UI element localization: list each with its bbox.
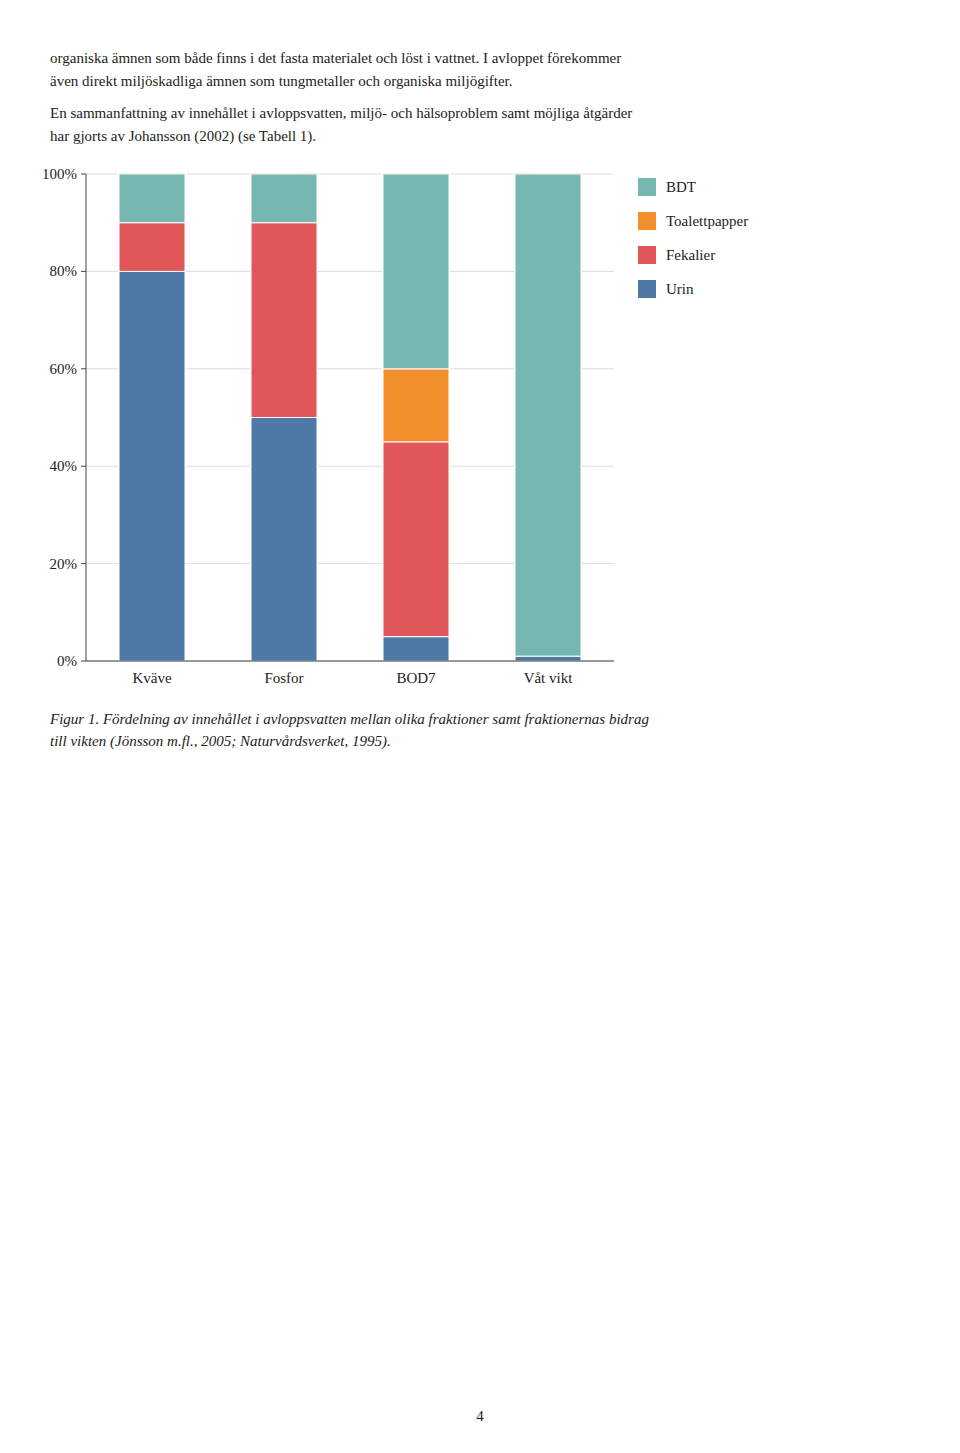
body-text: organiska ämnen som både finns i det fas…	[50, 50, 621, 66]
figure-caption: Figur 1. Fördelning av innehållet i avlo…	[49, 711, 649, 727]
x-tick-label: Fosfor	[264, 670, 303, 686]
y-tick-label: 80%	[50, 263, 78, 279]
y-tick	[81, 174, 86, 175]
bar-segment	[119, 223, 185, 272]
bar-segment	[383, 442, 449, 637]
x-tick-label: Våt vikt	[524, 670, 574, 686]
y-tick-label: 20%	[50, 556, 78, 572]
y-tick	[81, 271, 86, 272]
legend-label: Urin	[666, 281, 694, 297]
bar-segment	[119, 271, 185, 661]
page: organiska ämnen som både finns i det fas…	[0, 0, 960, 1453]
y-tick	[81, 466, 86, 467]
y-tick	[81, 661, 86, 662]
bar-segment	[383, 369, 449, 442]
y-tick-label: 40%	[50, 458, 78, 474]
chart: 0% 20% 40% 60% 80% 100% Kväve Fosfor BOD7 Våt vik…	[42, 166, 614, 686]
x-tick-label: Kväve	[132, 670, 171, 686]
body-text: En sammanfattning av innehållet i avlopp…	[50, 105, 632, 121]
background	[0, 0, 960, 1453]
legend-label: Toalettpapper	[666, 213, 748, 229]
y-tick-label: 100%	[42, 166, 77, 182]
bar-segment	[251, 223, 317, 418]
bar-segment	[251, 174, 317, 223]
legend-label: BDT	[666, 179, 696, 195]
y-tick-label: 60%	[50, 361, 78, 377]
bar-segment	[383, 637, 449, 661]
bar-segment	[515, 174, 581, 656]
body-text: har gjorts av Johansson (2002) (se Tabel…	[50, 128, 316, 145]
y-tick-label: 0%	[57, 653, 77, 669]
legend-swatch	[638, 246, 656, 264]
x-tick-label: BOD7	[396, 670, 436, 686]
bar-segment	[515, 656, 581, 661]
bar-segment	[119, 174, 185, 223]
y-tick	[81, 563, 86, 564]
legend-label: Fekalier	[666, 247, 715, 263]
page-number: 4	[476, 1408, 484, 1424]
legend-swatch	[638, 178, 656, 196]
bar-segment	[251, 418, 317, 662]
x-axis	[86, 661, 614, 662]
y-axis	[86, 174, 87, 661]
legend: BDT Toalettpapper Fekalier Urin	[638, 178, 748, 298]
body-text: även direkt miljöskadliga ämnen som tung…	[50, 73, 513, 89]
grid-line	[86, 661, 614, 662]
bar-segment	[383, 174, 449, 369]
bars	[119, 174, 581, 661]
figure-caption: till vikten (Jönsson m.fl., 2005; Naturv…	[50, 733, 391, 750]
legend-swatch	[638, 212, 656, 230]
y-tick	[81, 368, 86, 369]
legend-swatch	[638, 280, 656, 298]
